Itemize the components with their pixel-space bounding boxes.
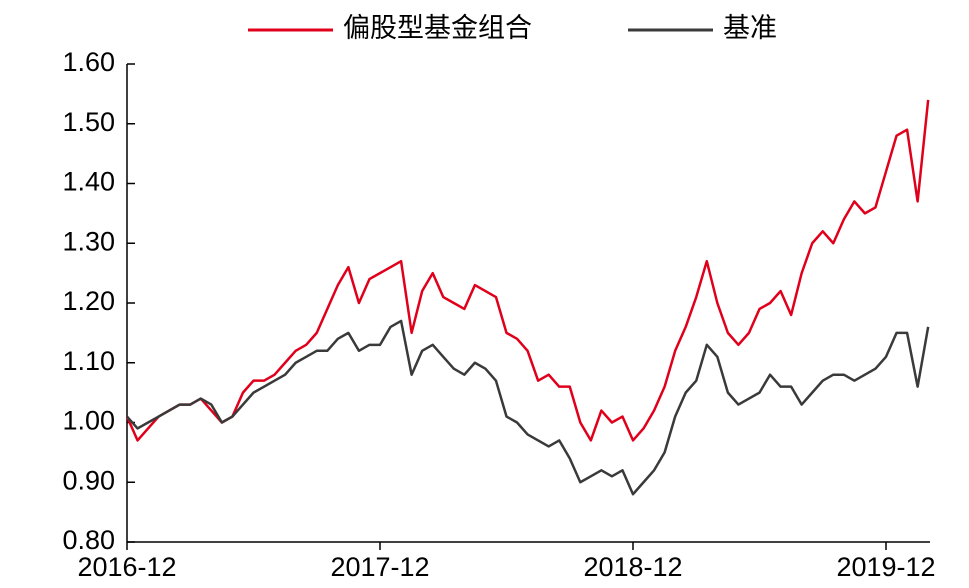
x-tick-label: 2019-12: [836, 552, 935, 582]
y-tick-label: 0.80: [62, 525, 115, 555]
legend-label: 偏股型基金组合: [343, 13, 532, 43]
series-line: [126, 319, 930, 496]
y-tick-label: 1.50: [62, 107, 115, 137]
x-tick-label: 2017-12: [330, 552, 429, 582]
y-tick-label: 1.60: [62, 47, 115, 77]
x-tick-label: 2016-12: [77, 552, 176, 582]
y-tick-label: 1.30: [62, 226, 115, 256]
y-tick-label: 1.10: [62, 346, 115, 376]
y-tick-label: 0.90: [62, 465, 115, 495]
x-tick-label: 2018-12: [583, 552, 682, 582]
series-line: [125, 99, 930, 442]
legend-label: 基准: [723, 13, 777, 43]
y-tick-label: 1.00: [62, 406, 115, 436]
y-tick-label: 1.40: [62, 167, 115, 197]
y-tick-label: 1.20: [62, 286, 115, 316]
